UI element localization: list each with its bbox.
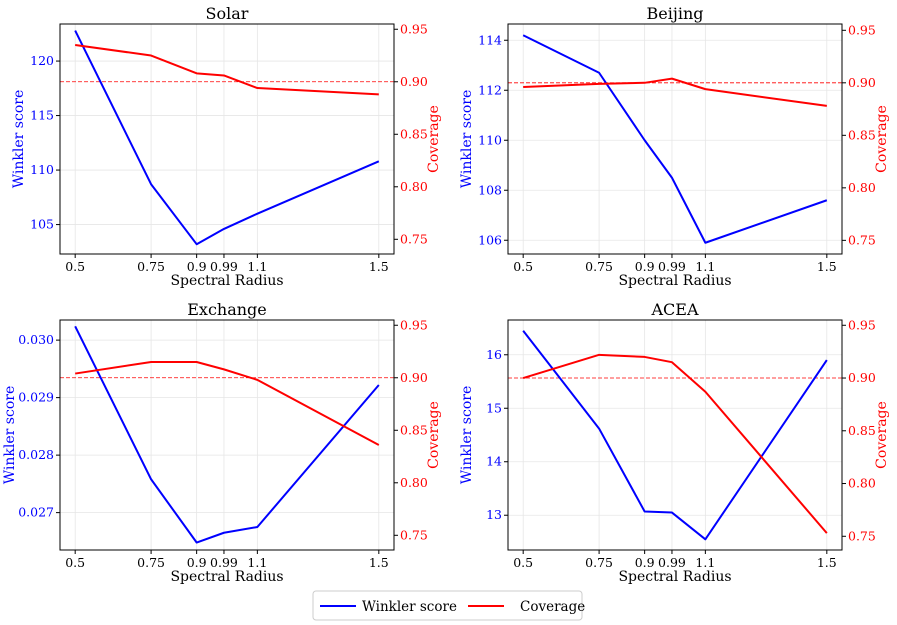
y-left-tick-label: 16 <box>486 347 502 362</box>
y-right-axis-label: Coverage <box>874 105 890 173</box>
y-right-tick-label: 0.85 <box>400 126 428 141</box>
legend-label: Winkler score <box>362 599 457 615</box>
x-tick-label: 0.5 <box>513 259 533 274</box>
x-tick-label: 0.9 <box>635 555 655 570</box>
x-tick-label: 0.75 <box>137 555 165 570</box>
chart-title: Beijing <box>647 4 704 23</box>
x-tick-label: 1.1 <box>247 259 267 274</box>
plot-frame <box>507 23 843 255</box>
x-axis-label: Spectral Radius <box>618 273 731 289</box>
x-tick-label: 0.99 <box>658 259 686 274</box>
y-left-tick-label: 110 <box>30 162 54 177</box>
y-left-tick-label: 106 <box>478 232 502 247</box>
y-right-tick-label: 0.85 <box>848 423 876 438</box>
y-right-tick-label: 0.75 <box>848 528 876 543</box>
y-left-axis-label: Winkler score <box>11 90 27 188</box>
y-right-tick-label: 0.80 <box>848 180 876 195</box>
y-right-tick-label: 0.90 <box>400 370 428 385</box>
y-left-tick-label: 114 <box>478 32 502 47</box>
y-right-tick-label: 0.75 <box>400 231 428 246</box>
chart-panel-solar: 0.5 0.75 0.9 0.99 1.1 1.5 105 110 115 120 0.75 0.80… <box>11 4 442 289</box>
winkler-score-line <box>74 325 380 544</box>
plot-frame <box>507 319 843 551</box>
plot-frame <box>59 23 395 255</box>
chart-panel-acea: 0.5 0.75 0.9 0.99 1.1 1.5 13 14 15 16 0.75 0.80 0.85… <box>459 300 890 585</box>
coverage-line <box>75 44 379 96</box>
x-axis-label: Spectral Radius <box>170 273 283 289</box>
y-right-axis-label: Coverage <box>426 105 442 173</box>
legend-box <box>312 590 583 621</box>
y-left-tick-label: 120 <box>30 53 54 68</box>
y-right-tick-label: 0.80 <box>848 476 876 491</box>
x-tick-label: 1.1 <box>695 555 715 570</box>
y-left-axis-label: Winkler score <box>459 90 475 188</box>
y-left-tick-label: 0.029 <box>18 390 54 405</box>
y-left-tick-label: 0.027 <box>18 505 54 520</box>
winkler-score-line <box>522 330 828 541</box>
y-right-tick-label: 0.85 <box>848 127 876 142</box>
x-tick-label: 0.5 <box>513 555 533 570</box>
x-tick-label: 1.1 <box>247 555 267 570</box>
winkler-score-line <box>74 30 380 246</box>
chart-title: ACEA <box>650 300 698 319</box>
x-tick-label: 0.9 <box>187 259 207 274</box>
x-tick-label: 0.99 <box>658 555 686 570</box>
winkler-score-line <box>522 34 828 244</box>
x-axis-label: Spectral Radius <box>618 569 731 585</box>
x-tick-label: 0.5 <box>65 555 85 570</box>
chart-title: Solar <box>206 4 249 23</box>
y-left-axis-label: Winkler score <box>2 386 18 484</box>
x-tick-label: 1.5 <box>817 259 837 274</box>
y-right-tick-label: 0.90 <box>400 74 428 89</box>
y-right-tick-label: 0.80 <box>400 475 428 490</box>
coverage-line <box>523 77 827 107</box>
x-tick-label: 0.9 <box>187 555 207 570</box>
x-tick-label: 0.5 <box>65 259 85 274</box>
y-right-tick-label: 0.90 <box>848 370 876 385</box>
y-right-axis-label: Coverage <box>426 401 442 469</box>
y-left-tick-label: 14 <box>486 454 502 469</box>
x-tick-label: 1.5 <box>369 555 389 570</box>
x-tick-label: 1.5 <box>817 555 837 570</box>
y-left-tick-label: 110 <box>478 132 502 147</box>
y-right-axis-label: Coverage <box>874 401 890 469</box>
y-right-tick-label: 0.75 <box>848 232 876 247</box>
y-right-tick-label: 0.85 <box>400 422 428 437</box>
y-right-tick-label: 0.90 <box>848 75 876 90</box>
y-left-axis-label: Winkler score <box>459 386 475 484</box>
coverage-line <box>522 353 828 534</box>
plot-frame <box>59 319 395 551</box>
y-left-tick-label: 0.028 <box>18 447 54 462</box>
y-left-tick-label: 15 <box>486 400 502 415</box>
y-right-tick-label: 0.95 <box>848 317 876 332</box>
x-tick-label: 1.1 <box>695 259 715 274</box>
x-tick-label: 0.99 <box>210 259 238 274</box>
x-tick-label: 0.99 <box>210 555 238 570</box>
x-axis-label: Spectral Radius <box>170 569 283 585</box>
coverage-line <box>75 361 380 446</box>
x-tick-label: 1.5 <box>369 259 389 274</box>
y-right-tick-label: 0.95 <box>400 21 428 36</box>
chart-panel-beijing: 0.5 0.75 0.9 0.99 1.1 1.5 106 108 110 112 114 0.75 0… <box>459 4 890 289</box>
y-right-tick-label: 0.80 <box>400 179 428 194</box>
legend: Winkler score Coverage <box>312 590 585 621</box>
chart-panel-exchange: 0.5 0.75 0.9 0.99 1.1 1.5 0.027 0.028 0.029 0.030… <box>2 300 442 585</box>
y-left-tick-label: 0.030 <box>18 332 54 347</box>
chart-title: Exchange <box>187 300 267 319</box>
y-right-tick-label: 0.95 <box>848 22 876 37</box>
x-tick-label: 0.9 <box>635 259 655 274</box>
x-tick-label: 0.75 <box>585 259 613 274</box>
y-left-tick-label: 13 <box>486 507 502 522</box>
x-tick-label: 0.75 <box>585 555 613 570</box>
y-left-tick-label: 115 <box>30 108 54 123</box>
y-left-tick-label: 105 <box>30 217 54 232</box>
y-right-tick-label: 0.75 <box>400 527 428 542</box>
y-right-tick-label: 0.95 <box>400 317 428 332</box>
legend-label: Coverage <box>520 599 585 615</box>
y-left-tick-label: 108 <box>478 182 502 197</box>
x-tick-label: 0.75 <box>137 259 165 274</box>
y-left-tick-label: 112 <box>478 82 502 97</box>
